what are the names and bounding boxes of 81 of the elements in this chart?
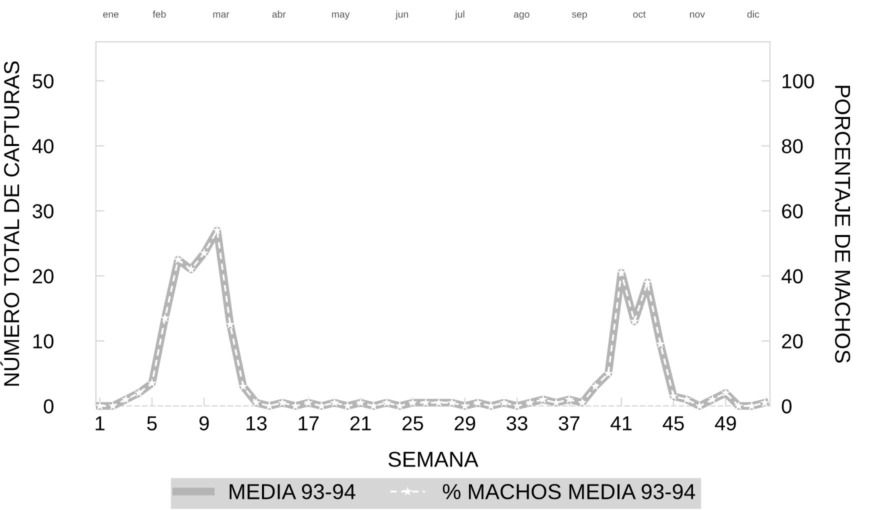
point (656, 339, 666, 348)
legend-label: % MACHOS MEDIA 93-94 (442, 484, 696, 500)
x2-tick-label: abr (272, 10, 286, 18)
point (330, 398, 340, 407)
x2-tick-label: dic (747, 10, 760, 18)
point (708, 394, 718, 404)
point (421, 398, 430, 407)
x-tick-label: 29 (454, 416, 476, 430)
point (578, 398, 587, 407)
x-tick-label: 37 (558, 416, 580, 430)
y-tick-label: 40 (32, 139, 54, 154)
point (304, 398, 314, 407)
point (590, 382, 600, 390)
point (434, 398, 444, 407)
point (147, 378, 157, 388)
x2-tick-label: sep (572, 12, 587, 20)
y2-tick-label: 20 (782, 334, 803, 348)
y-tick-label: 50 (32, 74, 54, 88)
point (616, 268, 626, 277)
point (382, 398, 392, 407)
point (694, 401, 704, 410)
x-tick-label: 25 (402, 416, 424, 430)
y2-tick-label: 80 (782, 139, 803, 154)
x-tick-label: 13 (246, 416, 267, 430)
point (278, 398, 287, 407)
y2-axis-title: PORCENTAJE DE MACHOS (834, 86, 850, 363)
legend-label: MEDIA 93-94 (230, 484, 356, 500)
x2-tick-label: feb (152, 10, 166, 18)
y-tick-label: 10 (33, 334, 54, 348)
y2-tick-label: 60 (782, 204, 803, 218)
point (408, 398, 418, 407)
point (200, 248, 209, 258)
x-tick-label: 9 (199, 416, 209, 430)
x-tick-label: 17 (298, 416, 319, 430)
x2-tick-label: mar (213, 12, 230, 18)
x2-tick-label: ago (514, 12, 530, 20)
y-tick-label: 0 (44, 399, 54, 414)
point (499, 398, 509, 407)
point (160, 313, 170, 322)
point (525, 398, 535, 407)
x-tick-label: 33 (506, 416, 528, 430)
point (108, 401, 118, 410)
x-tick-label: 21 (350, 416, 371, 430)
point (473, 398, 483, 407)
x2-tick-label: nov (690, 12, 705, 18)
x2-tick-label: jun (395, 10, 408, 20)
y2-tick-label: 100 (782, 74, 814, 88)
y2-tick-label: 40 (782, 269, 803, 284)
y2-tick-label: 0 (782, 399, 792, 414)
point (186, 264, 196, 274)
point (356, 398, 366, 407)
point (721, 388, 730, 397)
point (134, 388, 144, 397)
x2-tick-label: oct (633, 11, 646, 18)
point (668, 391, 678, 400)
x-tick-label: 41 (610, 416, 632, 430)
point (290, 401, 300, 410)
x2-tick-label: jul (454, 10, 464, 20)
point (447, 398, 456, 407)
point (630, 316, 640, 326)
y-tick-label: 20 (32, 269, 54, 284)
x2-tick-label: may (332, 12, 350, 20)
point (538, 394, 548, 404)
point (252, 398, 261, 407)
x-tick-label: 45 (662, 416, 684, 430)
point (173, 254, 183, 264)
point (121, 394, 131, 404)
y-tick-label: 30 (32, 204, 54, 218)
x2-tick-label: ene (103, 12, 119, 18)
point (642, 278, 652, 286)
x-tick-label: 5 (147, 416, 157, 430)
point (212, 226, 222, 234)
point (95, 401, 104, 410)
x-axis-title: SEMANA (388, 452, 478, 467)
x-tick-label: 49 (714, 416, 736, 430)
point (238, 382, 248, 390)
point (460, 401, 470, 410)
point (734, 401, 744, 410)
y-axis-title: NÚMERO TOTAL DE CAPTURAS (0, 61, 20, 386)
point (564, 394, 574, 404)
x-tick-label: 1 (96, 416, 104, 430)
